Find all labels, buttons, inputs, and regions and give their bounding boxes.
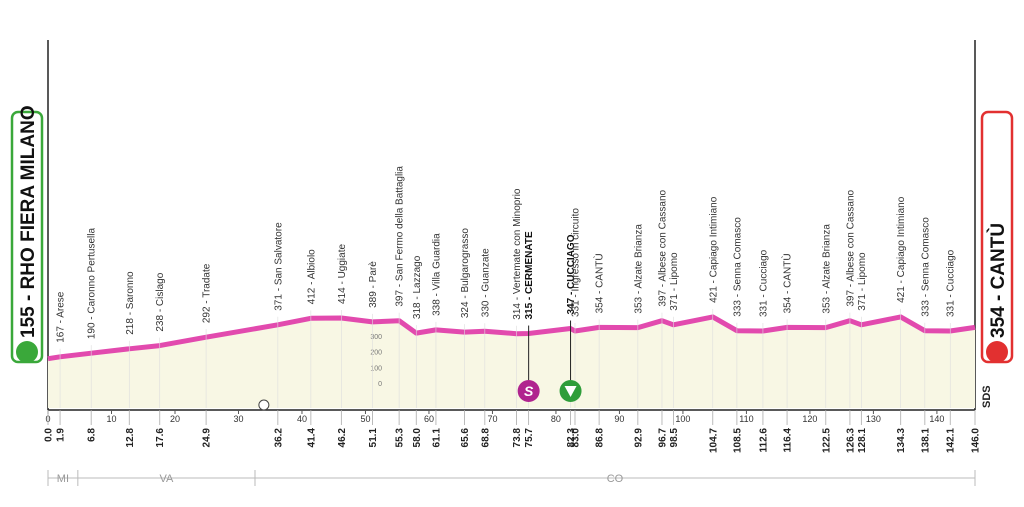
y-tick-label: 300	[370, 334, 382, 341]
place-km-label: 134.3	[896, 428, 907, 453]
x-tick-label: 40	[297, 414, 307, 424]
x-tick-label: 60	[424, 414, 434, 424]
region-label: MI	[57, 473, 69, 485]
place-label: 397 - Albese con Cassano	[657, 189, 668, 306]
place-km-label: 1.9	[56, 428, 67, 442]
place-label: 314 - Vertemate con Minoprio	[512, 188, 523, 320]
place-km-label: 126.3	[845, 428, 856, 453]
sprint-label: S	[524, 383, 534, 399]
place-label: 324 - Bulgarograsso	[460, 228, 471, 318]
place-km-label: 116.4	[783, 428, 794, 453]
place-label: 331 - Cucciago	[758, 249, 769, 317]
place-label: 190 - Caronno Pertusella	[87, 228, 98, 340]
place-km-label: 104.7	[708, 428, 719, 453]
y-tick-label: 0	[378, 381, 382, 388]
place-label: 333 - Senna Comasco	[920, 217, 931, 317]
place-label: 354 - CANTÙ	[593, 253, 606, 313]
place-label: 421 - Capiago Intimiano	[896, 196, 907, 303]
place-label: 167 - Arese	[56, 291, 67, 343]
place-label: 371 - Lipomo	[857, 252, 868, 311]
place-km-label: 128.1	[857, 428, 868, 453]
place-km-label: 92.9	[633, 428, 644, 448]
profile-area	[48, 316, 975, 408]
place-km-label: 98.5	[669, 428, 680, 448]
x-tick-label: 20	[170, 414, 180, 424]
place-label: 421 - Capiago Intimiano	[708, 196, 719, 303]
finish-icon	[986, 341, 1008, 363]
place-km-label: 75.7	[524, 428, 535, 448]
place-km-label: 108.5	[732, 428, 743, 453]
x-tick-label: 90	[614, 414, 624, 424]
x-tick-label: 70	[487, 414, 497, 424]
place-km-label: 73.8	[512, 428, 523, 448]
place-label: 333 - Senna Comasco	[732, 217, 743, 317]
place-km-label: 83.0	[570, 428, 581, 448]
place-label: 315 - CERMENATE	[524, 231, 535, 319]
circuit-icon	[258, 399, 270, 411]
place-km-label: 61.1	[431, 428, 442, 448]
place-km-label: 24.9	[202, 428, 213, 448]
place-label: 371 - Lipomo	[669, 252, 680, 311]
place-label: 218 - Saronno	[125, 271, 136, 335]
finish-label: 354 - CANTÙ	[987, 223, 1009, 338]
place-km-label: 46.2	[337, 428, 348, 448]
place-label: 397 - Albese con Cassano	[845, 189, 856, 306]
x-tick-label: 50	[360, 414, 370, 424]
place-label: 414 - Uggiate	[337, 244, 348, 304]
place-km-label: 51.1	[368, 428, 379, 448]
place-km-label: 58.0	[412, 428, 423, 448]
place-km-label: 12.8	[125, 428, 136, 448]
y-tick-label: 200	[370, 350, 382, 357]
finish-km-label: 146.0	[971, 428, 982, 453]
place-km-label: 142.1	[946, 428, 957, 453]
start-icon	[16, 341, 38, 363]
start-km-label: 0.0	[44, 428, 55, 442]
place-km-label: 112.6	[758, 428, 769, 453]
x-tick-label: 130	[866, 414, 881, 424]
x-tick-label: 120	[802, 414, 817, 424]
place-km-label: 41.4	[306, 428, 317, 448]
place-label: 412 - Albiolo	[306, 249, 317, 304]
place-km-label: 36.2	[273, 428, 284, 448]
place-label: 338 - Villa Guardia	[431, 233, 442, 316]
place-label: 353 - Alzate Brianza	[821, 224, 832, 314]
sprint-marker	[517, 380, 540, 402]
place-km-label: 6.8	[87, 428, 98, 442]
place-km-label: 138.1	[920, 428, 931, 453]
place-km-label: 17.6	[155, 428, 166, 448]
place-label: 397 - San Fermo della Battaglia	[395, 166, 406, 307]
profile-line	[47, 314, 976, 362]
place-label: 238 - Cislago	[155, 272, 166, 331]
place-label: 318 - Lazzago	[412, 255, 423, 319]
y-tick-label: 100	[370, 365, 382, 372]
place-label: 347 - CUCCIAGO	[566, 234, 577, 314]
place-label: 371 - San Salvatore	[273, 222, 284, 311]
place-label: 330 - Guanzate	[480, 248, 491, 317]
x-tick-label: 10	[106, 414, 116, 424]
place-km-label: 122.5	[821, 428, 832, 453]
region-label: VA	[159, 473, 174, 485]
place-label: 354 - CANTÙ	[781, 253, 794, 313]
place-label: 331 - Cucciago	[946, 249, 957, 317]
place-label: 389 - Parè	[368, 261, 379, 308]
place-km-label: 86.8	[595, 428, 606, 448]
region-label: CO	[607, 473, 624, 485]
x-tick-label: 100	[675, 414, 690, 424]
place-label: 353 - Alzate Brianza	[633, 224, 644, 314]
x-tick-label: 140	[929, 414, 944, 424]
logo: SDS	[981, 385, 993, 408]
x-tick-label: 80	[551, 414, 561, 424]
kom-icon	[564, 386, 577, 397]
place-label: 292 - Tradate	[202, 263, 213, 323]
place-label: 331 - Ingresso in circuito	[570, 208, 581, 317]
place-km-label: 82.3	[566, 428, 577, 448]
place-km-label: 55.3	[395, 428, 406, 448]
place-km-label: 68.8	[480, 428, 491, 448]
place-km-label: 96.7	[657, 428, 668, 448]
start-label: 155 - RHO FIERA MILANO	[18, 105, 39, 338]
x-tick-label: 110	[739, 414, 753, 424]
x-tick-label: 30	[233, 414, 243, 424]
place-km-label: 65.6	[460, 428, 471, 448]
